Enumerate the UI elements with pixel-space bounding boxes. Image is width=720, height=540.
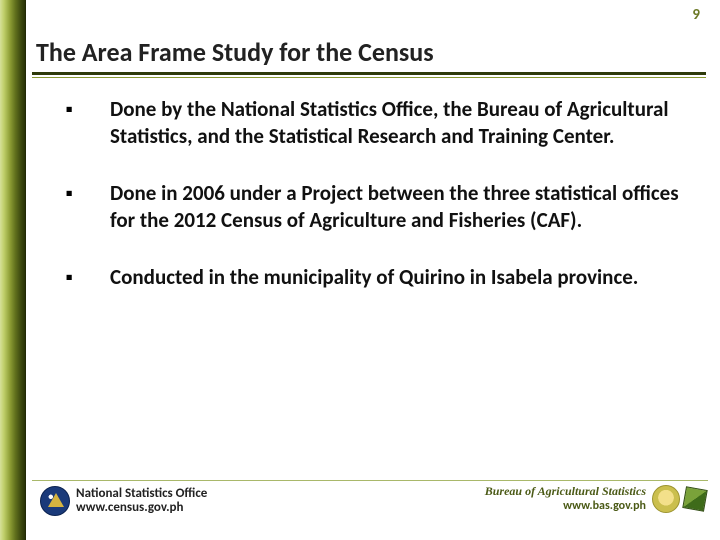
bullet-text: Done by the National Statistics Office, … <box>110 96 690 150</box>
title-underline <box>32 72 706 78</box>
list-item: ▪ Done by the National Statistics Office… <box>66 96 690 150</box>
footer: National Statistics Office www.census.go… <box>32 484 708 528</box>
footer-left-block: National Statistics Office www.census.go… <box>40 486 207 516</box>
footer-left-title: National Statistics Office <box>76 487 207 501</box>
cube-logo-icon <box>682 486 707 511</box>
page-number: 9 <box>692 6 700 24</box>
list-item: ▪ Conducted in the municipality of Quiri… <box>66 264 690 291</box>
bullet-text: Done in 2006 under a Project between the… <box>110 180 690 234</box>
footer-right-block: Bureau of Agricultural Statistics www.ba… <box>485 484 706 513</box>
bas-logo-icon <box>652 485 680 513</box>
bullet-mark-icon: ▪ <box>66 96 110 121</box>
slide-content: 9 The Area Frame Study for the Census ▪ … <box>26 0 720 540</box>
nso-logo-icon <box>40 486 70 516</box>
bullet-list: ▪ Done by the National Statistics Office… <box>66 96 690 320</box>
footer-right-url: www.bas.gov.ph <box>485 499 646 513</box>
footer-right-title: Bureau of Agricultural Statistics <box>485 484 646 499</box>
footer-left-url: www.census.gov.ph <box>76 501 207 515</box>
sidebar-gradient <box>0 0 26 540</box>
bullet-text: Conducted in the municipality of Quirino… <box>110 264 690 291</box>
slide-title: The Area Frame Study for the Census <box>36 36 434 68</box>
bullet-mark-icon: ▪ <box>66 264 110 289</box>
footer-divider <box>32 480 708 481</box>
list-item: ▪ Done in 2006 under a Project between t… <box>66 180 690 234</box>
bullet-mark-icon: ▪ <box>66 180 110 205</box>
